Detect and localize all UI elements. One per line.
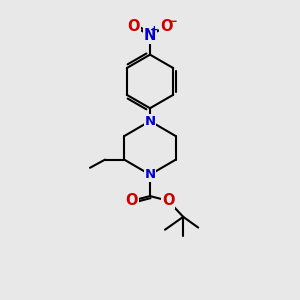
Text: N: N bbox=[144, 115, 156, 128]
Text: O: O bbox=[160, 19, 172, 34]
Text: O: O bbox=[162, 193, 175, 208]
Text: +: + bbox=[150, 25, 159, 35]
Text: N: N bbox=[144, 28, 156, 43]
Text: O: O bbox=[128, 19, 140, 34]
Text: −: − bbox=[168, 15, 178, 28]
Text: N: N bbox=[144, 168, 156, 181]
Text: O: O bbox=[125, 193, 138, 208]
